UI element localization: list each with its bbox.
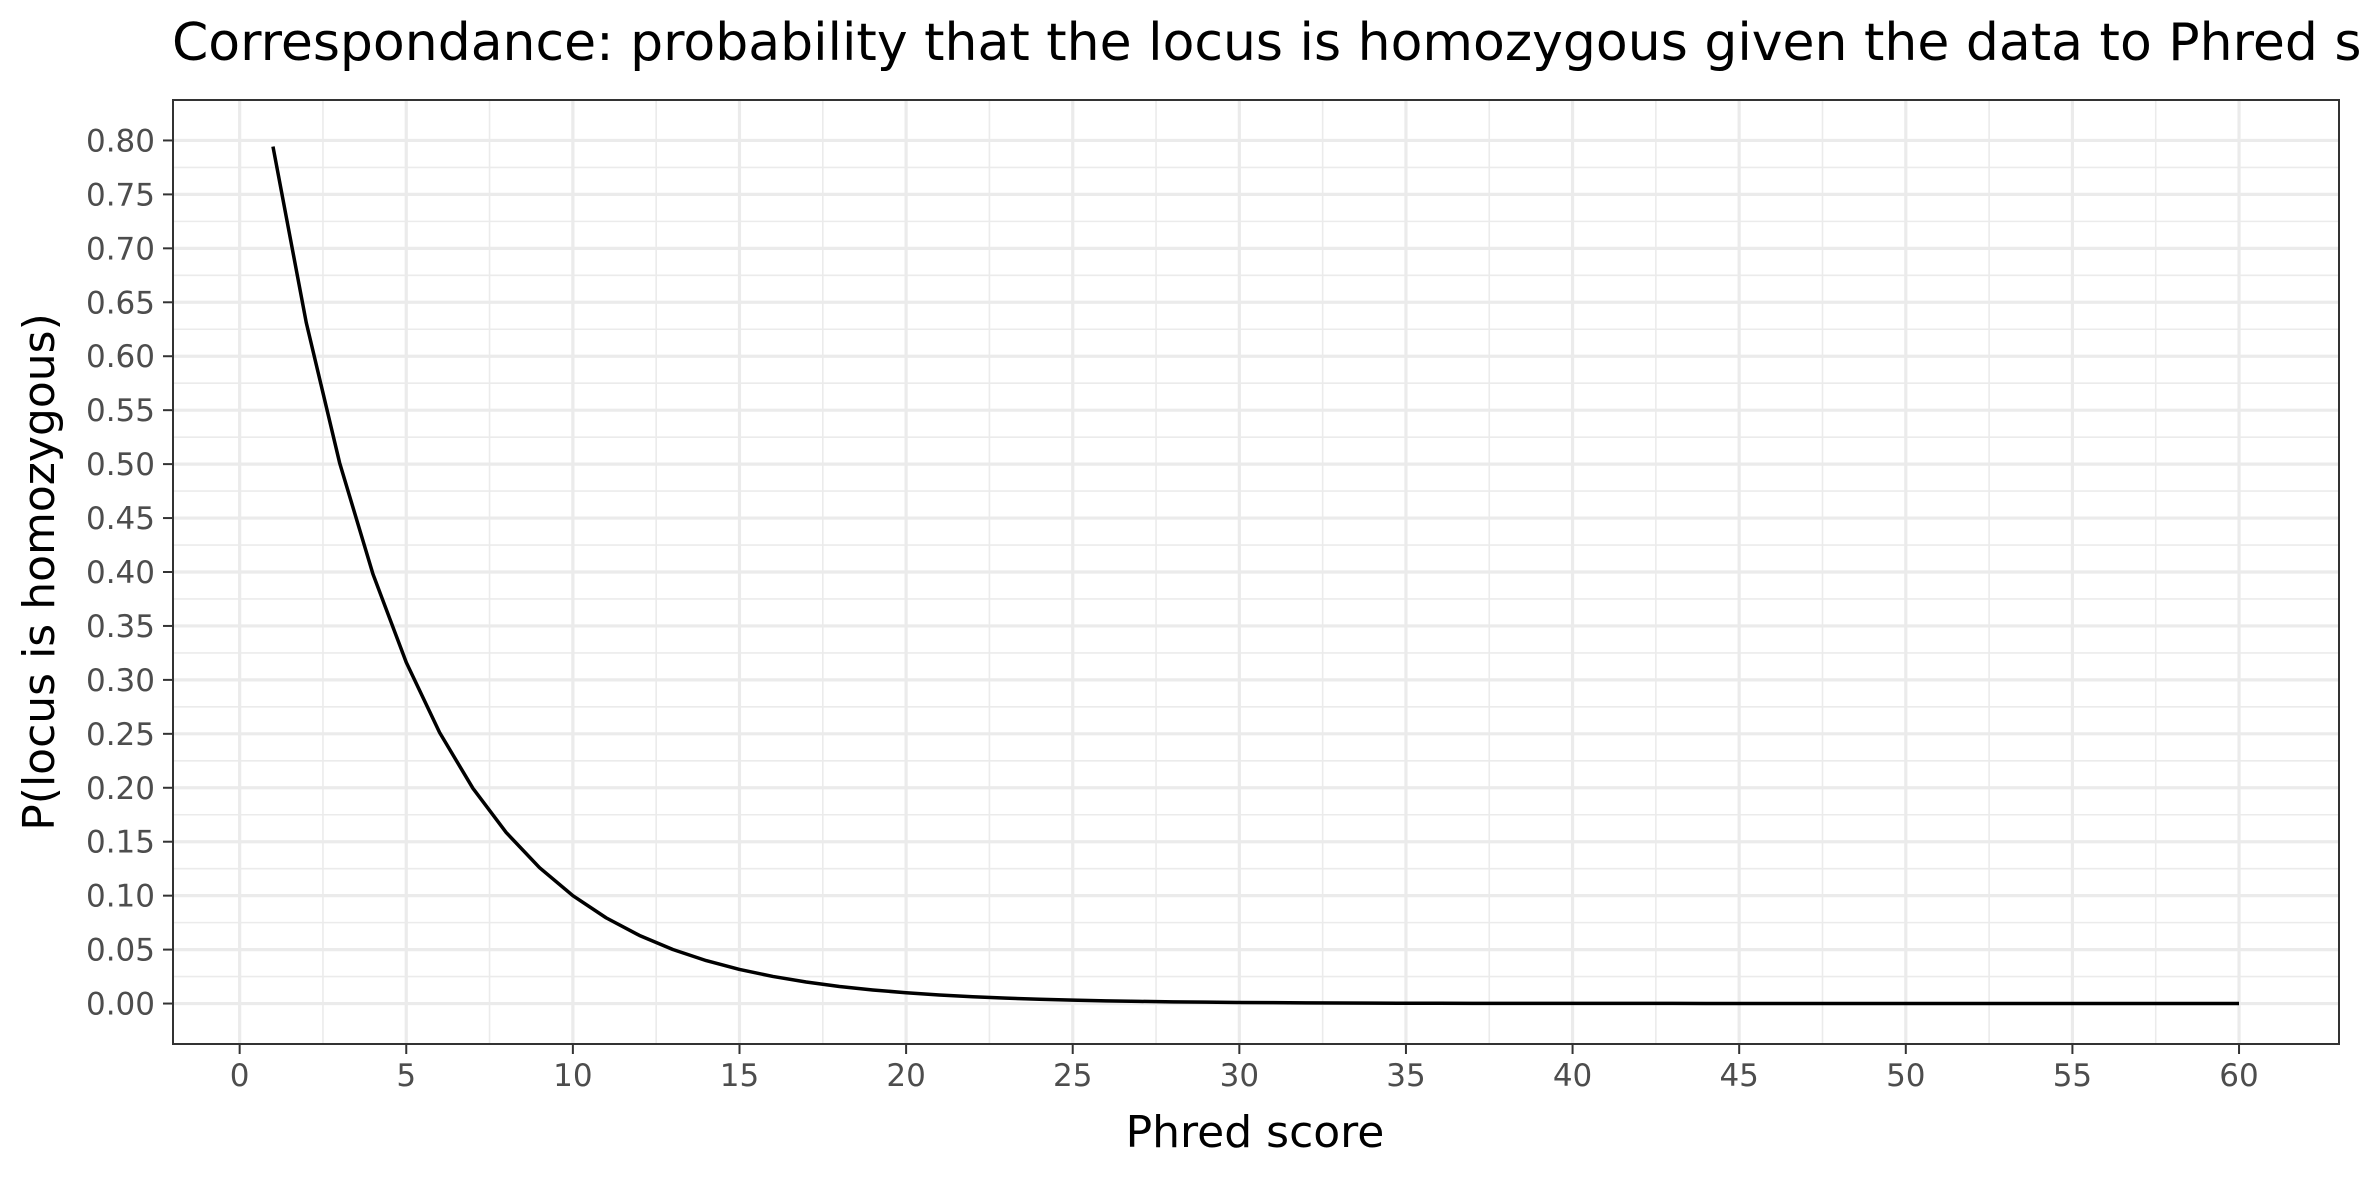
y-tick-label: 0.00 bbox=[86, 987, 155, 1023]
x-tick-label: 45 bbox=[1719, 1058, 1758, 1094]
y-tick-label: 0.25 bbox=[86, 717, 155, 753]
chart-title: Correspondance: probability that the loc… bbox=[172, 13, 2362, 73]
y-tick-label: 0.40 bbox=[86, 555, 155, 591]
x-tick-label: 0 bbox=[230, 1058, 250, 1094]
x-tick-label: 35 bbox=[1386, 1058, 1425, 1094]
x-tick-label: 55 bbox=[2053, 1058, 2092, 1094]
y-tick-label: 0.50 bbox=[86, 447, 155, 483]
y-tick-label: 0.20 bbox=[86, 771, 155, 807]
y-tick-label: 0.30 bbox=[86, 663, 155, 699]
y-tick-label: 0.80 bbox=[86, 123, 155, 159]
y-tick-label: 0.10 bbox=[86, 879, 155, 915]
x-tick-label: 15 bbox=[720, 1058, 759, 1094]
y-tick-label: 0.55 bbox=[86, 393, 155, 429]
y-tick-label: 0.35 bbox=[86, 609, 155, 645]
x-tick-label: 40 bbox=[1553, 1058, 1592, 1094]
x-axis-title: Phred score bbox=[1126, 1107, 1385, 1158]
x-tick-label: 50 bbox=[1886, 1058, 1925, 1094]
axes: 0 5 10 15 20 25 30 35 40 45 50 55 60 0.00 0.05 0.10 0.15… bbox=[86, 123, 2259, 1094]
y-tick-label: 0.75 bbox=[86, 177, 155, 213]
y-tick-label: 0.45 bbox=[86, 501, 155, 537]
y-axis-title: P(locus is homozygous) bbox=[14, 313, 65, 831]
y-tick-label: 0.70 bbox=[86, 231, 155, 267]
y-tick-label: 0.05 bbox=[86, 933, 155, 969]
series-line bbox=[271, 146, 2240, 1006]
x-tick-label: 60 bbox=[2219, 1058, 2258, 1094]
series-layer bbox=[271, 146, 2240, 1006]
x-tick-label: 25 bbox=[1053, 1058, 1092, 1094]
x-tick-label: 5 bbox=[396, 1058, 416, 1094]
x-tick-label: 30 bbox=[1220, 1058, 1259, 1094]
y-tick-label: 0.65 bbox=[86, 285, 155, 321]
y-tick-label: 0.60 bbox=[86, 339, 155, 375]
x-tick-label: 10 bbox=[553, 1058, 592, 1094]
y-tick-label: 0.15 bbox=[86, 825, 155, 861]
x-tick-label: 20 bbox=[886, 1058, 925, 1094]
